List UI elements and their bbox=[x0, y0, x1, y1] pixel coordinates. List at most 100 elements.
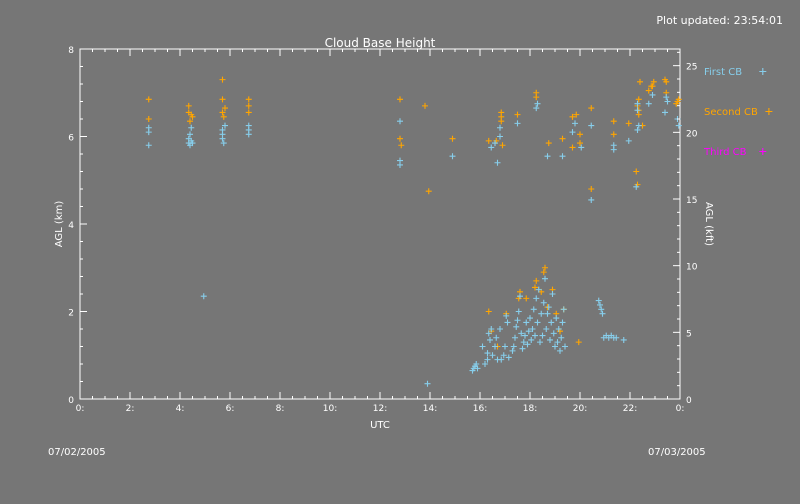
data-point bbox=[473, 361, 480, 367]
x-tick-label: 6: bbox=[226, 404, 235, 414]
data-point bbox=[554, 339, 561, 346]
data-point bbox=[219, 109, 226, 116]
x-tick-label: 14: bbox=[423, 404, 437, 414]
data-point bbox=[500, 352, 507, 359]
data-point bbox=[559, 153, 566, 160]
data-point bbox=[534, 100, 541, 107]
data-point bbox=[245, 122, 252, 129]
data-point bbox=[449, 153, 456, 160]
data-point bbox=[588, 105, 595, 112]
legend-label: Second CB bbox=[704, 107, 758, 118]
data-point bbox=[542, 264, 548, 271]
data-point bbox=[569, 129, 576, 136]
legend-marker bbox=[759, 68, 767, 75]
data-point bbox=[543, 326, 550, 332]
data-point bbox=[503, 312, 510, 319]
data-point bbox=[398, 142, 405, 149]
data-point bbox=[219, 96, 226, 103]
data-point bbox=[222, 105, 228, 112]
y-axis-right: 0 5 10 15 20 25 bbox=[673, 51, 698, 406]
data-point bbox=[538, 310, 545, 317]
data-point bbox=[649, 83, 656, 90]
data-point bbox=[189, 113, 196, 120]
y2-axis-label: AGL (kft) bbox=[703, 202, 714, 246]
data-point bbox=[517, 293, 523, 300]
x-axis-label: UTC bbox=[370, 420, 390, 431]
data-point bbox=[559, 319, 566, 326]
data-point bbox=[145, 124, 152, 131]
y-axis-label: AGL (km) bbox=[54, 201, 65, 248]
data-point bbox=[540, 269, 547, 276]
y-tick-label: 4 bbox=[68, 221, 74, 231]
data-point bbox=[188, 124, 195, 131]
data-point bbox=[662, 109, 668, 116]
data-point bbox=[485, 137, 492, 144]
data-point bbox=[533, 277, 540, 284]
data-point bbox=[542, 275, 548, 282]
data-point bbox=[497, 133, 503, 140]
data-point bbox=[588, 122, 595, 129]
y2-tick-label: 15 bbox=[686, 196, 697, 206]
data-point bbox=[537, 339, 543, 346]
x-tick-label: 0: bbox=[676, 404, 685, 414]
data-point bbox=[520, 339, 527, 346]
x-tick-label: 22: bbox=[623, 404, 637, 414]
data-point bbox=[634, 100, 641, 107]
data-point bbox=[610, 118, 617, 125]
data-point bbox=[663, 94, 670, 101]
data-point bbox=[539, 332, 546, 339]
data-point bbox=[510, 343, 517, 350]
data-point bbox=[493, 334, 500, 341]
data-point bbox=[532, 332, 538, 339]
data-point bbox=[663, 78, 670, 85]
x-tick-label: 2: bbox=[126, 404, 135, 414]
data-point bbox=[512, 334, 518, 341]
data-point bbox=[625, 137, 632, 144]
data-point bbox=[645, 87, 652, 94]
x-tick-label: 4: bbox=[176, 404, 185, 414]
data-point bbox=[597, 301, 603, 308]
data-point bbox=[610, 142, 617, 149]
data-point bbox=[482, 361, 488, 367]
data-point bbox=[485, 308, 492, 315]
data-point bbox=[502, 343, 508, 350]
data-point bbox=[572, 120, 578, 127]
x-tick-label: 10: bbox=[323, 404, 337, 414]
data-point bbox=[488, 326, 495, 332]
data-marks bbox=[145, 76, 682, 387]
data-point bbox=[504, 319, 511, 326]
data-point bbox=[573, 111, 580, 118]
data-point bbox=[588, 196, 595, 203]
data-point bbox=[525, 328, 532, 335]
data-point bbox=[523, 295, 530, 302]
data-point bbox=[533, 105, 540, 112]
data-point bbox=[474, 365, 481, 372]
data-point bbox=[559, 135, 566, 142]
data-point bbox=[529, 326, 536, 332]
data-point bbox=[549, 291, 556, 297]
legend-marker bbox=[759, 148, 767, 155]
data-point bbox=[650, 78, 657, 85]
data-point bbox=[557, 347, 563, 354]
data-point bbox=[625, 120, 632, 127]
data-point bbox=[145, 142, 152, 149]
data-point bbox=[635, 96, 642, 103]
y2-tick-label: 25 bbox=[686, 63, 697, 73]
data-point bbox=[675, 122, 682, 129]
data-point bbox=[498, 356, 505, 363]
chart-title: Cloud Base Height bbox=[325, 36, 436, 50]
data-point bbox=[492, 140, 498, 147]
date-right: 07/03/2005 bbox=[648, 447, 706, 458]
legend: First CB Second CB Third CB bbox=[703, 67, 773, 158]
data-point bbox=[577, 140, 583, 147]
data-point bbox=[633, 168, 640, 175]
data-point bbox=[424, 380, 431, 387]
x-tick-label: 0: bbox=[76, 404, 85, 414]
data-point bbox=[552, 343, 558, 350]
data-point bbox=[595, 297, 602, 304]
data-point bbox=[535, 286, 542, 293]
data-point bbox=[484, 356, 491, 363]
data-point bbox=[633, 183, 640, 190]
data-point bbox=[397, 135, 403, 142]
